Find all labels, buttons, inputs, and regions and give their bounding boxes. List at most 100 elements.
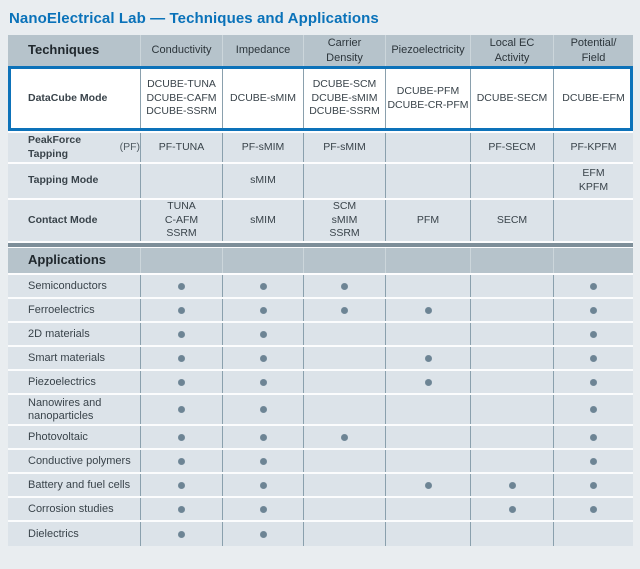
dot-cell (553, 450, 633, 472)
dot-indicator (178, 331, 185, 338)
dot-cell (470, 347, 553, 369)
table-header-row: Techniques Conductivity Impedance Carrie… (8, 35, 633, 66)
technique-cell: PF-TUNA (140, 133, 222, 162)
dot-cell (303, 474, 385, 496)
dot-cell (222, 275, 303, 297)
technique-row-peakforce-tapping: PeakForce Tapping(PF) PF-TUNA PF-sMIM PF… (8, 133, 633, 162)
dot-indicator (178, 482, 185, 489)
dot-indicator (590, 434, 597, 441)
technique-cell: sMIM (222, 164, 303, 198)
dot-cell (140, 522, 222, 546)
technique-cell: PF-KPFM (553, 133, 633, 162)
technique-cell: DCUBE-PFM DCUBE-CR-PFM (385, 66, 470, 131)
dot-cell (303, 426, 385, 448)
dot-cell (553, 323, 633, 345)
page-title: NanoElectrical Lab — Techniques and Appl… (8, 10, 633, 27)
section-divider (8, 243, 633, 247)
dot-cell (140, 450, 222, 472)
dot-indicator (260, 434, 267, 441)
dot-cell (140, 474, 222, 496)
technique-cell: PFM (385, 200, 470, 241)
row-label: Semiconductors (8, 275, 140, 297)
applications-header-row: Applications (8, 248, 633, 273)
application-row-battery-fuel-cells: Battery and fuel cells (8, 474, 633, 498)
dot-cell (303, 522, 385, 546)
dot-cell (140, 426, 222, 448)
row-label-text: Contact Mode (28, 214, 97, 228)
application-row-piezoelectrics: Piezoelectrics (8, 371, 633, 395)
row-label-note: (PF) (120, 141, 140, 155)
dot-cell (140, 347, 222, 369)
technique-cell (385, 164, 470, 198)
dot-cell (385, 522, 470, 546)
technique-cell (385, 133, 470, 162)
dot-cell (553, 395, 633, 424)
dot-cell (553, 347, 633, 369)
dot-cell (303, 395, 385, 424)
dot-indicator (425, 355, 432, 362)
row-label: Nanowires and nanoparticles (8, 395, 140, 424)
application-row-photovoltaic: Photovoltaic (8, 426, 633, 450)
dot-indicator (260, 506, 267, 513)
technique-cell: PF-sMIM (303, 133, 385, 162)
dot-indicator (590, 307, 597, 314)
dot-cell (385, 275, 470, 297)
dot-cell (470, 450, 553, 472)
empty-cell (385, 248, 470, 273)
dot-cell (385, 371, 470, 393)
dot-indicator (425, 307, 432, 314)
applications-header-label: Applications (8, 248, 140, 273)
dot-indicator (260, 331, 267, 338)
dot-indicator (178, 307, 185, 314)
dot-cell (470, 474, 553, 496)
dot-indicator (178, 379, 185, 386)
application-row-conductive-polymers: Conductive polymers (8, 450, 633, 474)
dot-cell (222, 299, 303, 321)
technique-cell: SCM sMIM SSRM (303, 200, 385, 241)
dot-cell (470, 426, 553, 448)
row-label-text: DataCube Mode (28, 92, 107, 106)
technique-row-tapping-mode: Tapping Mode sMIM EFM KPFM (8, 164, 633, 198)
dot-indicator (341, 307, 348, 314)
technique-cell: PF-SECM (470, 133, 553, 162)
column-header-carrier-density: Carrier Density (303, 35, 385, 66)
dot-cell (303, 371, 385, 393)
dot-cell (470, 522, 553, 546)
technique-cell: DCUBE-SECM (470, 66, 553, 131)
empty-cell (303, 248, 385, 273)
dot-indicator (260, 283, 267, 290)
dot-cell (140, 395, 222, 424)
technique-cell: DCUBE-TUNA DCUBE-CAFM DCUBE-SSRM (140, 66, 222, 131)
dot-cell (385, 426, 470, 448)
dot-cell (303, 323, 385, 345)
dot-indicator (178, 434, 185, 441)
row-label: Piezoelectrics (8, 371, 140, 393)
technique-cell: EFM KPFM (553, 164, 633, 198)
technique-cell (303, 164, 385, 198)
empty-cell (553, 248, 633, 273)
empty-cell (140, 248, 222, 273)
technique-cell: PF-sMIM (222, 133, 303, 162)
technique-cell (470, 164, 553, 198)
technique-cell (140, 164, 222, 198)
dot-indicator (260, 531, 267, 538)
dot-indicator (590, 331, 597, 338)
empty-cell (470, 248, 553, 273)
dot-indicator (509, 482, 516, 489)
dot-indicator (178, 531, 185, 538)
dot-cell (553, 474, 633, 496)
technique-cell: sMIM (222, 200, 303, 241)
technique-row-datacube-mode: DataCube Mode DCUBE-TUNA DCUBE-CAFM DCUB… (8, 66, 633, 131)
dot-indicator (590, 406, 597, 413)
application-row-nanowires-nanoparticles: Nanowires and nanoparticles (8, 395, 633, 426)
row-label: Dielectrics (8, 522, 140, 546)
dot-indicator (260, 307, 267, 314)
dot-indicator (590, 458, 597, 465)
dot-cell (385, 474, 470, 496)
application-row-smart-materials: Smart materials (8, 347, 633, 371)
dot-indicator (260, 355, 267, 362)
row-label: PeakForce Tapping(PF) (8, 133, 140, 162)
dot-cell (470, 498, 553, 520)
dot-cell (553, 426, 633, 448)
dot-indicator (590, 506, 597, 513)
